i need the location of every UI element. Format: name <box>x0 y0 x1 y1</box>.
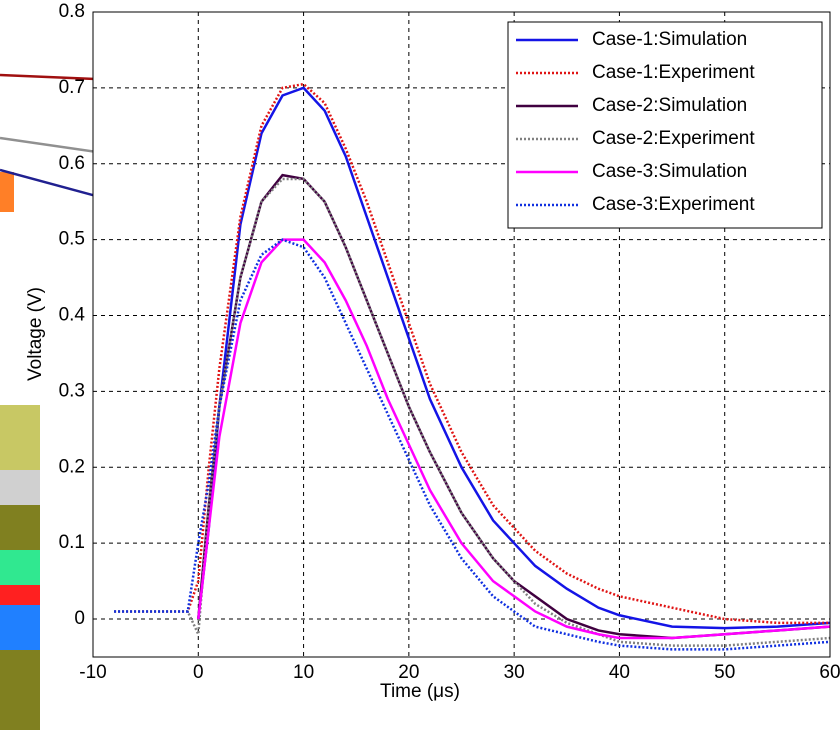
x-tick-label: 0 <box>193 662 204 683</box>
series-line <box>197 173 831 640</box>
x-axis-label: Time (μs) <box>380 681 460 702</box>
x-tick-label: 30 <box>504 662 525 683</box>
series-line <box>114 82 830 625</box>
y-axis-label: Voltage (V) <box>25 287 46 381</box>
y-tick-label: 0.5 <box>59 229 85 250</box>
x-tick-label: -10 <box>79 662 106 683</box>
legend-label: Case-3:Experiment <box>592 194 755 215</box>
plot-frame <box>92 11 831 658</box>
x-tick-label: 20 <box>398 662 419 683</box>
series-line <box>114 238 831 651</box>
legend-label: Case-1:Simulation <box>592 29 747 50</box>
series-line <box>114 177 831 647</box>
series-line <box>197 86 831 630</box>
y-tick-label: 0.7 <box>59 77 85 98</box>
y-tick-label: 0.3 <box>59 380 85 401</box>
legend-label: Case-2:Experiment <box>592 128 755 149</box>
x-tick-label: 60 <box>819 662 840 683</box>
y-tick-label: 0.2 <box>59 456 85 477</box>
y-tick-label: 0.8 <box>59 1 85 22</box>
y-tick-label: 0.6 <box>59 153 85 174</box>
y-tick-label: 0 <box>74 608 85 629</box>
legend-label: Case-1:Experiment <box>592 62 755 83</box>
x-tick-label: 10 <box>293 662 314 683</box>
y-tick-label: 0.1 <box>59 532 85 553</box>
cropped-figure <box>0 172 40 730</box>
y-tick-label: 0.4 <box>59 305 86 326</box>
x-tick-label: 50 <box>714 662 735 683</box>
legend-label: Case-3:Simulation <box>592 161 747 182</box>
legend-label: Case-2:Simulation <box>592 95 747 116</box>
x-tick-label: 40 <box>609 662 630 683</box>
legend-box <box>507 21 823 229</box>
series-line <box>197 238 831 640</box>
